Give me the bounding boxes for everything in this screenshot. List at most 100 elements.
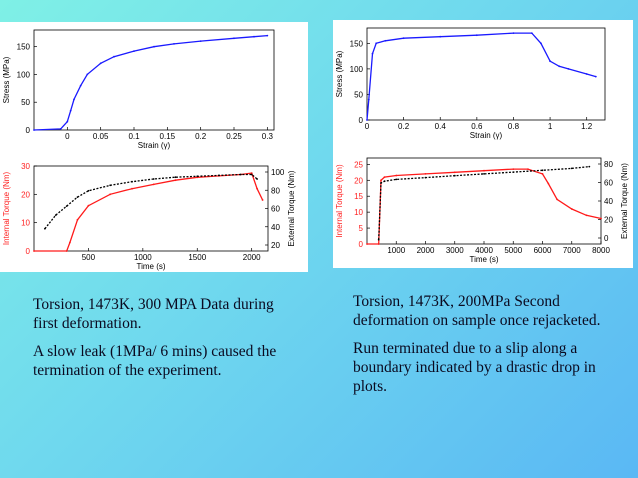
- data-point: [44, 227, 46, 230]
- data-series-line: [33, 34, 268, 131]
- right-y-tick-label: 40: [604, 197, 613, 206]
- y-tick-label: 150: [350, 39, 364, 48]
- y-tick-label: 10: [354, 208, 363, 217]
- data-point: [402, 37, 405, 40]
- left-figure-panel: 0 0.05 0.1 0.15 0.2 0.25 0.3 0 50 100 150 Strain (γ…: [0, 22, 308, 272]
- data-point: [527, 168, 529, 170]
- data-point: [384, 39, 387, 42]
- data-point: [33, 250, 35, 252]
- x-tick-label: 0.2: [398, 122, 410, 131]
- right-y-tick-label: 60: [604, 179, 613, 188]
- x-tick-label: 0.05: [93, 132, 109, 141]
- data-point: [174, 179, 177, 182]
- data-series-line: [366, 32, 596, 121]
- x-tick-label: 0: [65, 132, 70, 141]
- right-caption-paragraph-1: Torsion, 1473K, 200MPa Second deformatio…: [353, 293, 601, 329]
- right-caption: Torsion, 1473K, 200MPa Second deformatio…: [353, 292, 613, 405]
- x-tick-label: 4000: [475, 246, 493, 255]
- data-point: [152, 183, 155, 186]
- data-point: [424, 173, 427, 175]
- x-tick-label: 0.2: [195, 132, 207, 141]
- data-point: [253, 35, 255, 38]
- y-axis-label: Internal Torque (Nm): [335, 164, 344, 238]
- y-tick-label: 10: [21, 219, 30, 228]
- data-point: [87, 204, 90, 207]
- x-axis-label: Strain (γ): [470, 131, 503, 140]
- data-point: [153, 45, 155, 48]
- data-point: [69, 241, 71, 244]
- x-tick-label: 0.15: [160, 132, 176, 141]
- y-tick-label: 50: [21, 98, 30, 107]
- data-series-line: [34, 172, 264, 252]
- x-tick-label: 2000: [243, 253, 261, 262]
- data-point: [453, 171, 456, 174]
- data-point: [266, 34, 269, 37]
- right-y-tick-label: 80: [604, 160, 613, 169]
- y-axis-label: Stress (MPa): [335, 50, 344, 97]
- x-tick-label: 0.8: [508, 122, 520, 131]
- y-axis-label: Stress (MPa): [2, 56, 11, 103]
- data-point: [250, 172, 253, 174]
- data-point: [541, 169, 544, 172]
- data-point: [512, 171, 515, 173]
- data-point: [196, 175, 199, 178]
- data-point: [585, 73, 588, 75]
- data-point: [366, 243, 368, 245]
- data-point: [483, 169, 485, 172]
- data-point: [383, 180, 386, 183]
- y-tick-label: 0: [26, 126, 31, 135]
- y-tick-label: 150: [17, 43, 31, 52]
- data-series-line: [378, 165, 590, 240]
- data-point: [218, 174, 220, 177]
- data-point: [133, 50, 135, 52]
- x-tick-label: 8000: [592, 246, 610, 255]
- data-point: [424, 176, 427, 179]
- data-point: [395, 178, 398, 181]
- data-point: [65, 250, 68, 252]
- data-point: [86, 73, 89, 76]
- x-tick-label: 2000: [417, 246, 435, 255]
- y-tick-label: 20: [21, 190, 30, 199]
- right-y-tick-label: 0: [604, 234, 609, 243]
- data-point: [79, 84, 82, 87]
- y-tick-label: 20: [354, 176, 363, 185]
- right-y-tick-label: 40: [271, 223, 280, 232]
- right-y-tick-label: 100: [271, 168, 285, 177]
- data-point: [239, 173, 242, 176]
- x-tick-label: 0.3: [262, 132, 274, 141]
- data-point: [152, 178, 155, 180]
- y-tick-label: 25: [354, 160, 363, 169]
- y-tick-label: 15: [354, 192, 363, 201]
- data-point: [366, 119, 368, 121]
- x-tick-label: 5000: [504, 246, 522, 255]
- data-point: [371, 52, 374, 55]
- x-tick-label: 7000: [563, 246, 581, 255]
- right-y-tick-label: 80: [271, 186, 280, 195]
- data-point: [439, 35, 442, 38]
- right-y-axis-label: External Torque (Nm): [620, 163, 629, 239]
- data-point: [109, 184, 112, 187]
- stress-strain-plot-2: 0 0.2 0.4 0.6 0.8 1 1.2 0 50 100 150 Strain (γ) Stre…: [335, 27, 606, 140]
- data-point: [59, 128, 62, 130]
- left-caption: Torsion, 1473K, 300 MPA Data during firs…: [33, 295, 293, 389]
- data-point: [530, 32, 533, 34]
- data-point: [174, 176, 177, 179]
- data-series-line: [367, 168, 602, 245]
- data-point: [131, 187, 133, 190]
- data-point: [541, 173, 544, 175]
- right-y-tick-label: 20: [604, 216, 613, 225]
- data-point: [65, 205, 68, 207]
- data-point: [33, 129, 35, 131]
- x-axis-label: Time (s): [136, 262, 165, 271]
- data-point: [556, 198, 558, 201]
- y-tick-label: 100: [350, 65, 364, 74]
- data-point: [453, 174, 456, 177]
- x-tick-label: 0: [365, 122, 370, 131]
- torque-time-plot-1: 500 1000 1500 2000 0 10 20 30 20 40 60 80 100 Time (s…: [2, 162, 296, 271]
- right-caption-paragraph-2: Run terminated due to a slip along a bou…: [353, 340, 596, 395]
- y-axis-label: Internal Torque (Nm): [2, 172, 11, 246]
- data-point: [570, 208, 573, 210]
- x-tick-label: 1000: [134, 253, 152, 262]
- data-point: [66, 120, 69, 123]
- data-point: [549, 60, 551, 63]
